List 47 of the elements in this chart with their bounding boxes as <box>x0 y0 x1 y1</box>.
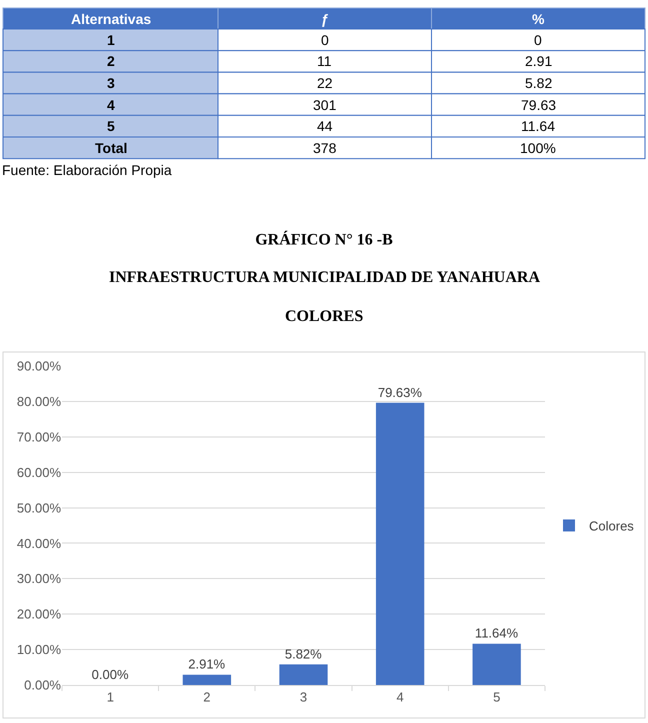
legend-label: Colores <box>589 518 634 534</box>
text: 301 <box>313 97 336 113</box>
x-tick-label: ƒ <box>321 11 329 27</box>
y-axis-title: Alternativas <box>71 11 152 27</box>
text: 79.63 <box>521 97 556 113</box>
text: 11 <box>317 53 332 69</box>
text: 0 <box>534 32 542 48</box>
text: 100% <box>520 140 556 156</box>
text: 2.91 <box>525 53 552 69</box>
text: INFRAESTRUCTURA MUNICIPALIDAD DE YANAHUARA COLORES <box>109 269 540 325</box>
source-note: Fuente: Elaboración Propia <box>2 162 172 178</box>
x-tick-label: 5 <box>493 690 500 705</box>
data-label: 11.64% <box>474 626 518 641</box>
y-tick-label: 10.00% <box>16 642 62 658</box>
x-tick-label: 3 <box>300 690 308 705</box>
text: 22 <box>317 75 333 91</box>
y-tick-label: 70.00% <box>16 429 62 444</box>
y-tick-label: 2 <box>107 53 115 69</box>
text: 5.82 <box>525 75 552 91</box>
chart-title: GRÁFICO N° 16 -B <box>255 230 394 249</box>
y-tick-label: 50.00% <box>16 500 62 516</box>
y-tick-label: 80.00% <box>16 394 62 409</box>
bar <box>182 674 232 685</box>
y-tick-label: 5 <box>107 118 115 134</box>
y-tick-label: 3 <box>107 75 115 91</box>
x-tick-label: 2 <box>203 690 211 705</box>
data-label: 2.91% <box>188 656 226 672</box>
bar <box>279 664 328 685</box>
bar <box>472 644 521 685</box>
x-tick-label: % <box>532 11 545 27</box>
data-label: 5.82% <box>284 646 322 662</box>
text: 11.64 <box>521 118 555 134</box>
y-tick-label: 90.00% <box>16 358 62 374</box>
y-tick-label: 1 <box>107 32 115 48</box>
bar <box>376 402 424 685</box>
x-tick-label: 4 <box>396 690 404 705</box>
y-tick-label: 0.00% <box>24 678 62 693</box>
text: 44 <box>317 118 333 134</box>
y-tick-label: 30.00% <box>16 571 62 586</box>
text: 0 <box>321 32 329 48</box>
y-tick-label: 60.00% <box>16 464 62 480</box>
text: 378 <box>313 140 336 156</box>
y-tick-label: 20.00% <box>16 606 62 622</box>
y-tick-label: Total <box>95 140 128 156</box>
y-tick-label: 40.00% <box>16 536 62 551</box>
y-tick-label: 4 <box>107 97 115 113</box>
data-label: 79.63% <box>378 384 422 400</box>
